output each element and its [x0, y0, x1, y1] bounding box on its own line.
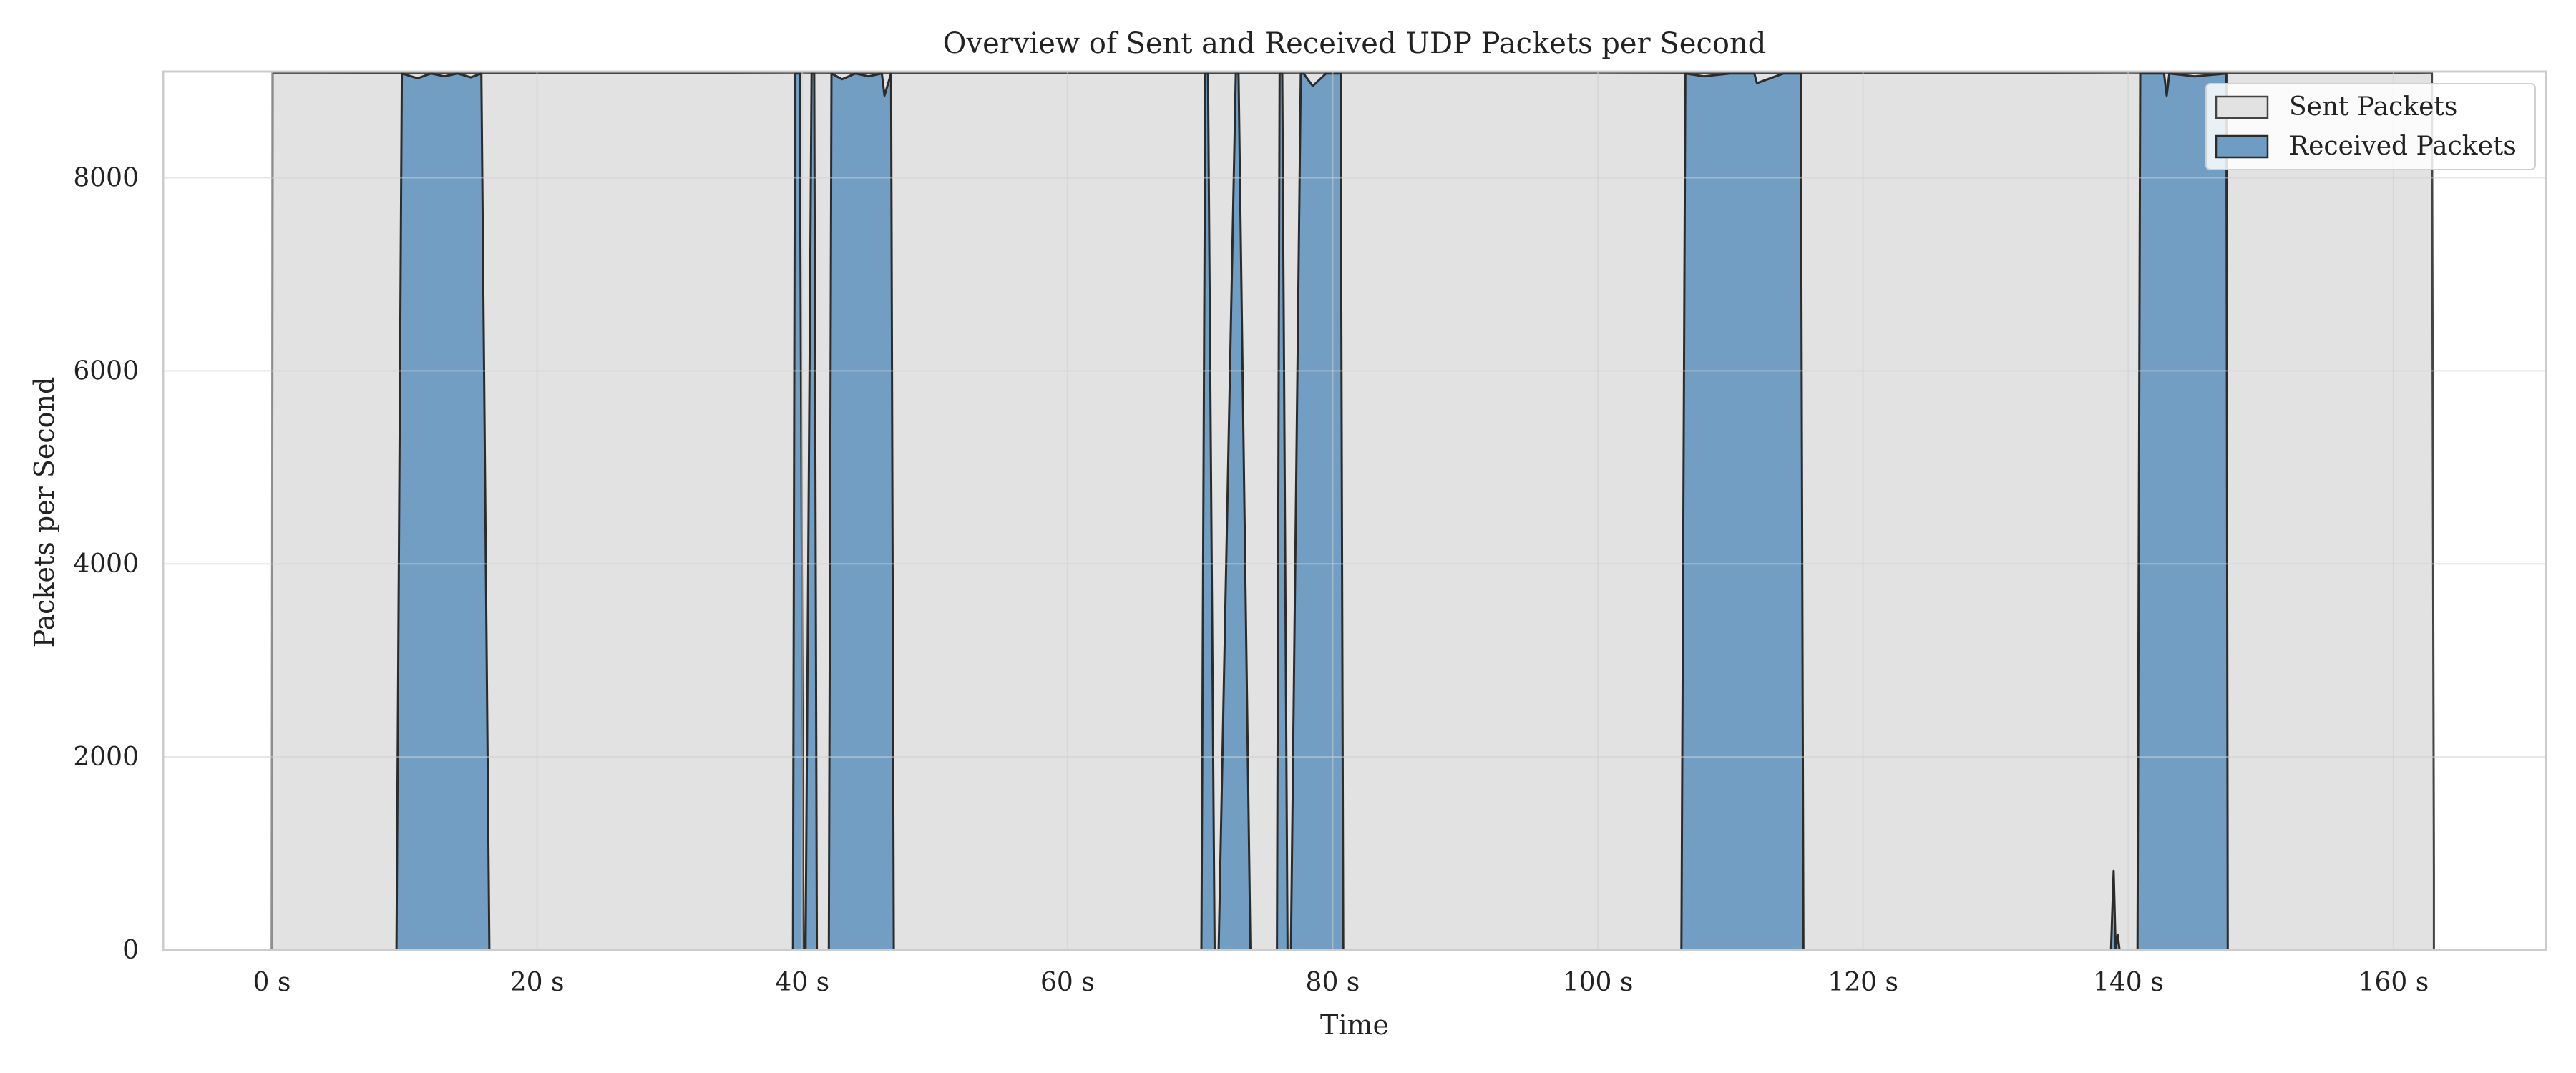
x-axis-title: Time	[1320, 1009, 1389, 1041]
legend-swatch-sent-packets	[2215, 95, 2269, 119]
x-tick-label: 160 s	[2358, 968, 2429, 997]
series-areas	[270, 71, 2435, 951]
y-tick-label: 6000	[73, 356, 139, 386]
series-area-sent-packets	[270, 71, 2435, 951]
y-tick-label: 4000	[73, 549, 139, 579]
x-tick-label: 0 s	[253, 968, 291, 997]
x-tick-label: 140 s	[2093, 968, 2164, 997]
x-tick-label: 20 s	[510, 968, 565, 997]
legend-label-sent-packets: Sent Packets	[2289, 92, 2457, 122]
y-axis-title: Packets per Second	[29, 377, 60, 648]
x-tick-label: 80 s	[1306, 968, 1360, 997]
x-tick-label: 40 s	[775, 968, 829, 997]
x-tick-label: 120 s	[1828, 968, 1898, 997]
legend: Sent Packets Received Packets	[2205, 83, 2536, 170]
plot-border	[162, 70, 2547, 951]
chart-title: Overview of Sent and Received UDP Packet…	[943, 27, 1767, 60]
legend-label-received-packets: Received Packets	[2289, 132, 2517, 161]
legend-box	[2205, 83, 2536, 170]
x-tick-labels: 0 s 20 s 40 s 60 s 80 s 100 s 120 s 140 s 160 s	[253, 968, 2429, 997]
x-tick-label: 60 s	[1040, 968, 1095, 997]
y-tick-label: 8000	[73, 163, 139, 192]
x-tick-label: 100 s	[1563, 968, 1634, 997]
legend-swatch-received-packets	[2215, 134, 2269, 159]
y-tick-label: 2000	[73, 743, 139, 772]
y-tick-label: 0	[122, 936, 139, 965]
y-tick-labels: 0 2000 4000 6000 8000	[73, 163, 139, 965]
